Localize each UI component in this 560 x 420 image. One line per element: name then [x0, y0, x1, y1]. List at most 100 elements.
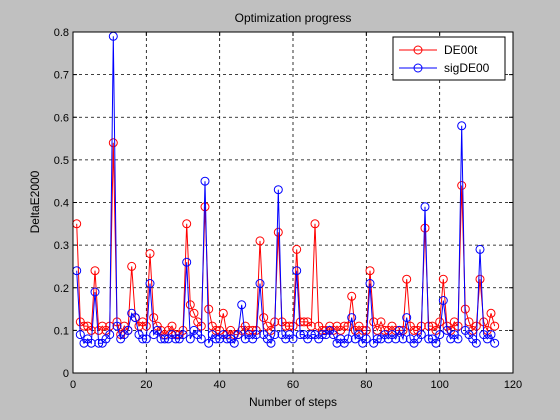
- data-point-de00t: [127, 261, 137, 271]
- data-point-sigde00: [457, 121, 467, 131]
- data-point-sigde00: [204, 338, 214, 348]
- data-point-sigde00: [365, 279, 375, 288]
- data-point-sigde00: [391, 334, 401, 344]
- data-point-sigde00: [306, 330, 316, 340]
- data-point-sigde00: [255, 279, 265, 288]
- data-point-sigde00: [156, 334, 166, 344]
- data-point-sigde00: [94, 338, 104, 348]
- data-point-de00t: [369, 317, 379, 327]
- data-point-sigde00: [112, 321, 122, 331]
- y-tick-label: 0.3: [54, 240, 69, 252]
- data-point-sigde00: [431, 338, 441, 348]
- data-point-de00t: [365, 266, 375, 276]
- data-point-sigde00: [152, 325, 162, 335]
- x-tick-label: 60: [287, 379, 299, 391]
- data-point-sigde00: [361, 334, 371, 344]
- y-tick-label: 0.1: [54, 325, 69, 337]
- data-point-sigde00: [490, 338, 500, 348]
- data-point-sigde00: [486, 330, 496, 340]
- data-point-sigde00: [292, 266, 302, 276]
- data-point-de00t: [141, 321, 151, 331]
- data-point-sigde00: [251, 330, 261, 340]
- data-point-sigde00: [178, 330, 188, 340]
- data-point-de00t: [86, 325, 96, 335]
- axis-ticks: 0 20 40 60 80 100 120 0 0.1 0.2 0.3 0.4 0.5 0.6 0.7 0.8: [54, 27, 522, 391]
- data-point-sigde00: [398, 334, 408, 344]
- x-tick-label: 0: [70, 379, 76, 391]
- data-point-de00t: [145, 249, 155, 259]
- data-point-de00t: [471, 321, 481, 331]
- data-point-de00t: [255, 236, 265, 246]
- data-point-sigde00: [453, 334, 463, 344]
- data-point-de00t: [438, 274, 448, 284]
- data-point-sigde00: [75, 330, 85, 340]
- data-point-sigde00: [222, 334, 232, 344]
- data-point-sigde00: [138, 334, 148, 344]
- data-point-de00t: [343, 321, 353, 331]
- data-point-sigde00: [435, 330, 445, 340]
- data-point-de00t: [108, 138, 118, 148]
- data-point-sigde00: [86, 338, 96, 348]
- data-point-sigde00: [200, 176, 210, 186]
- y-axis-label: DeltaE2000: [28, 170, 42, 233]
- data-point-sigde00: [328, 330, 338, 340]
- legend-label-de00t: DE00t: [444, 43, 478, 57]
- data-point-sigde00: [270, 330, 280, 340]
- legend-marker-de00t: [413, 45, 423, 55]
- data-point-sigde00: [372, 334, 382, 344]
- y-tick-label: 0.7: [54, 70, 69, 82]
- data-point-sigde00: [266, 338, 276, 348]
- data-point-de00t: [486, 308, 496, 318]
- data-point-sigde00: [90, 287, 100, 297]
- data-point-de00t: [273, 227, 283, 237]
- y-tick-label: 0.2: [54, 283, 69, 295]
- data-point-de00t: [90, 266, 100, 276]
- y-tick-label: 0: [63, 368, 69, 380]
- data-point-de00t: [435, 317, 445, 327]
- data-point-sigde00: [471, 338, 481, 348]
- data-point-sigde00: [402, 313, 412, 323]
- data-point-sigde00: [438, 296, 448, 305]
- data-point-sigde00: [160, 334, 170, 344]
- data-point-sigde00: [288, 334, 298, 344]
- data-point-sigde00: [424, 334, 434, 344]
- data-point-sigde00: [354, 330, 364, 340]
- data-point-de00t: [490, 321, 500, 331]
- data-point-sigde00: [420, 202, 430, 212]
- data-point-sigde00: [233, 330, 243, 340]
- data-point-de00t: [402, 274, 412, 284]
- data-point-sigde00: [123, 325, 133, 335]
- data-point-sigde00: [416, 330, 426, 340]
- data-point-sigde00: [105, 330, 115, 340]
- data-point-sigde00: [211, 334, 221, 344]
- y-tick-label: 0.5: [54, 155, 69, 167]
- data-point-sigde00: [141, 334, 151, 344]
- x-tick-label: 120: [504, 379, 522, 391]
- data-point-sigde00: [347, 313, 357, 323]
- chart-title: Optimization progress: [235, 11, 352, 25]
- data-point-de00t: [310, 219, 320, 229]
- data-point-de00t: [259, 313, 269, 323]
- data-point-de00t: [475, 274, 485, 284]
- data-point-de00t: [189, 308, 199, 318]
- legend-box: [392, 36, 506, 81]
- x-tick-label: 40: [214, 379, 226, 391]
- data-point-sigde00: [295, 330, 305, 340]
- data-point-sigde00: [171, 334, 181, 344]
- data-point-de00t: [292, 244, 302, 254]
- data-point-de00t: [149, 313, 159, 323]
- legend-marker-sigde00: [413, 63, 423, 73]
- data-point-sigde00: [185, 334, 195, 344]
- data-point-sigde00: [182, 257, 192, 267]
- data-point-sigde00: [394, 325, 404, 335]
- y-tick-label: 0.4: [54, 198, 69, 210]
- data-point-sigde00: [475, 244, 485, 254]
- data-point-de00t: [339, 321, 349, 331]
- data-point-sigde00: [145, 279, 155, 288]
- data-point-de00t: [409, 325, 419, 335]
- data-point-de00t: [376, 317, 386, 327]
- data-point-de00t: [347, 291, 357, 301]
- data-point-sigde00: [442, 325, 452, 335]
- data-point-sigde00: [237, 300, 247, 310]
